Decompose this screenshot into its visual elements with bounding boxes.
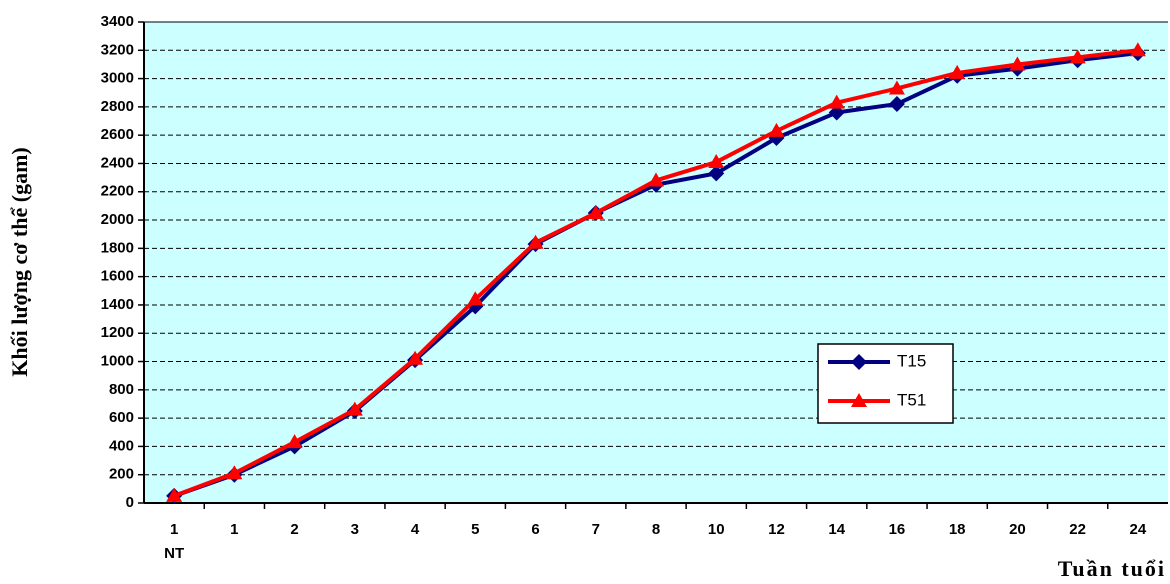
- x-tick-label: 3: [351, 521, 359, 538]
- x-tick-label: 12: [768, 521, 785, 538]
- point: [1009, 56, 1026, 71]
- point: [407, 350, 424, 365]
- legend-box: [817, 343, 954, 424]
- legend-label: T15: [897, 351, 926, 370]
- point: [286, 434, 303, 449]
- point: [1129, 42, 1146, 57]
- x-tick-label: 5: [471, 521, 479, 538]
- y-tick-label: 200: [109, 466, 134, 483]
- x-tick-label: 7: [592, 521, 600, 538]
- x-tick-label: 24: [1130, 521, 1147, 538]
- x-tick-label: 6: [531, 521, 539, 538]
- y-tick-label: 2000: [101, 211, 134, 228]
- y-tick-label: 3200: [101, 41, 134, 58]
- x-axis-title: Tuần tuổi: [1058, 556, 1166, 581]
- y-tick-label: 3000: [101, 70, 134, 87]
- y-tick-label: 2600: [101, 126, 134, 143]
- x-tick-label: 22: [1069, 521, 1086, 538]
- y-tick-label: 400: [109, 437, 134, 454]
- point: [949, 64, 966, 79]
- x-tick-label: 8: [652, 521, 660, 538]
- y-tick-label: 1000: [101, 352, 134, 369]
- x-tick-label: 16: [889, 521, 906, 538]
- point: [888, 80, 905, 95]
- x-tick-label: 1 NT: [164, 521, 184, 562]
- y-tick-label: 2400: [101, 154, 134, 171]
- x-tick-label: 18: [949, 521, 966, 538]
- y-tick-label: 0: [126, 494, 134, 511]
- point: [648, 172, 664, 187]
- point: [527, 234, 544, 249]
- y-tick-label: 1200: [101, 324, 134, 341]
- legend-label: T51: [897, 390, 926, 409]
- y-tick-label: 1800: [101, 239, 134, 256]
- point: [467, 291, 484, 306]
- x-tick-label: 2: [290, 521, 298, 538]
- point: [851, 393, 867, 407]
- series: [166, 42, 1146, 502]
- y-axis-title: Khối lượng cơ thể (gam): [7, 147, 32, 376]
- x-tick-label: 20: [1009, 521, 1026, 538]
- point: [828, 94, 845, 109]
- y-tick-label: 2200: [101, 183, 134, 200]
- point: [768, 122, 785, 137]
- point: [1069, 49, 1086, 64]
- point: [888, 96, 905, 113]
- y-tick-label: 2800: [101, 98, 134, 115]
- y-tick-label: 3400: [101, 13, 134, 30]
- plot-area: [144, 22, 1168, 503]
- point: [851, 354, 867, 370]
- y-tick-label: 1600: [101, 268, 134, 285]
- point: [708, 165, 725, 182]
- point: [708, 154, 725, 169]
- y-tick-label: 800: [109, 381, 134, 398]
- y-tick-label: 600: [109, 409, 134, 426]
- point: [346, 401, 363, 416]
- x-tick-label: 14: [828, 521, 845, 538]
- point: [166, 487, 183, 502]
- x-tick-label: 4: [411, 521, 420, 538]
- x-tick-label: 1: [230, 521, 238, 538]
- point: [226, 465, 243, 480]
- y-tick-label: 1400: [101, 296, 134, 313]
- x-tick-label: 10: [708, 521, 725, 538]
- point: [587, 204, 604, 219]
